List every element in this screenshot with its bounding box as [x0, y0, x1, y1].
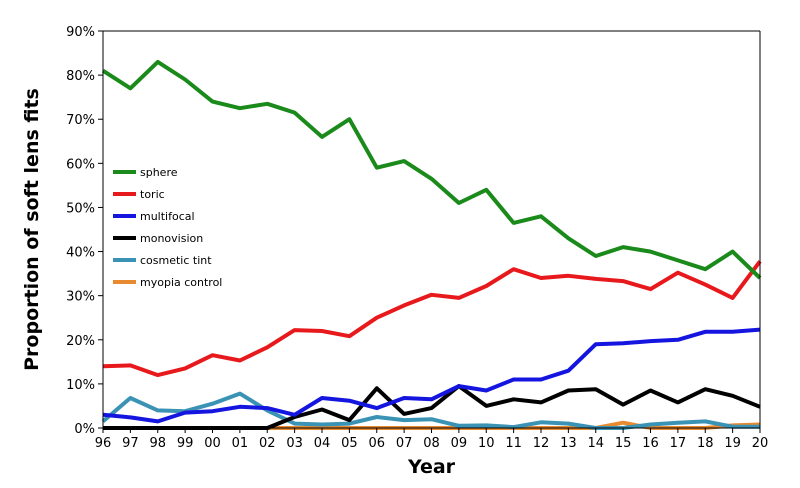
- legend-label-toric: toric: [140, 188, 165, 201]
- y-tick-label: 90%: [66, 25, 95, 40]
- y-tick-label: 20%: [66, 334, 95, 349]
- x-tick-label: 09: [451, 436, 468, 451]
- y-tick-label: 60%: [66, 157, 95, 172]
- x-tick-label: 11: [505, 436, 522, 451]
- legend-label-sphere: sphere: [140, 166, 178, 179]
- x-tick-label: 06: [368, 436, 385, 451]
- x-tick-label: 10: [478, 436, 495, 451]
- x-tick-label: 01: [232, 436, 249, 451]
- x-tick-label: 16: [642, 436, 659, 451]
- x-tick-label: 05: [341, 436, 358, 451]
- y-tick-label: 30%: [66, 290, 95, 305]
- series-line-sphere: [101, 59, 762, 280]
- x-tick-label: 02: [259, 436, 276, 451]
- series-line-toric: [102, 260, 762, 378]
- x-tick-label: 97: [122, 436, 139, 451]
- x-tick-label: 17: [670, 436, 687, 451]
- x-tick-label: 04: [314, 436, 331, 451]
- y-tick-label: 40%: [66, 246, 95, 261]
- y-tick-label: 50%: [66, 201, 95, 216]
- x-tick-label: 03: [286, 436, 303, 451]
- x-tick-label: 07: [396, 436, 413, 451]
- x-tick-label: 98: [149, 436, 166, 451]
- x-tick-label: 12: [533, 436, 550, 451]
- series-line-cosmetic-tint: [101, 391, 760, 430]
- x-axis-title: Year: [407, 456, 456, 478]
- x-tick-label: 18: [697, 436, 714, 451]
- x-tick-label: 00: [204, 436, 221, 451]
- y-tick-label: 70%: [66, 113, 95, 128]
- x-tick-label: 13: [560, 436, 577, 451]
- y-tick-label: 80%: [66, 69, 95, 84]
- legend-label-myopia-control: myopia control: [140, 276, 222, 289]
- series-line-multifocal: [102, 327, 761, 424]
- x-tick-label: 20: [752, 436, 769, 451]
- x-tick-label: 08: [423, 436, 440, 451]
- x-tick-label: 14: [587, 436, 604, 451]
- x-tick-label: 15: [615, 436, 632, 451]
- legend-label-multifocal: multifocal: [140, 210, 195, 223]
- y-tick-label: 0%: [74, 422, 95, 437]
- y-tick-labels: 0% 10% 20% 30% 40% 50% 60% 70% 80% 90%: [66, 25, 103, 437]
- legend-label-cosmetic-tint: cosmetic tint: [140, 254, 212, 267]
- y-axis-title: Proportion of soft lens fits: [21, 88, 43, 371]
- legend: sphere toric multifocal monovision cosmetic …: [113, 166, 222, 289]
- x-tick-label: 96: [95, 436, 112, 451]
- x-tick-label: 19: [724, 436, 741, 451]
- x-tick-labels: 96 97 98 99 00 01 02 03 04 05 06 07 08 09 10 11 12 13 14 15…: [95, 428, 769, 451]
- y-tick-label: 10%: [66, 378, 95, 393]
- x-tick-label: 99: [177, 436, 194, 451]
- legend-label-monovision: monovision: [140, 232, 203, 245]
